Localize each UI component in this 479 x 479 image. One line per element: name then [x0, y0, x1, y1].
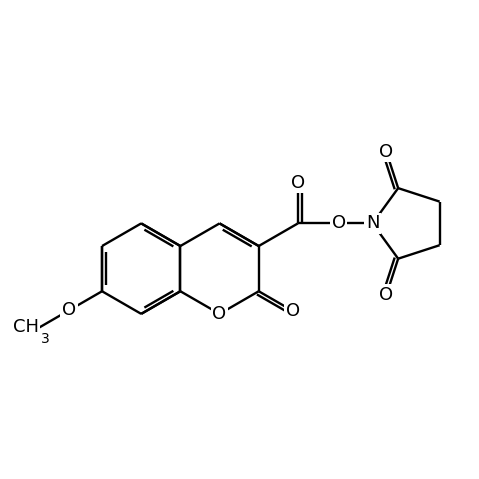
- Text: O: O: [379, 286, 393, 304]
- Text: N: N: [366, 215, 379, 232]
- Text: 3: 3: [41, 332, 49, 346]
- Text: O: O: [286, 302, 300, 320]
- Text: O: O: [331, 215, 346, 232]
- Text: O: O: [213, 305, 227, 323]
- Text: O: O: [291, 174, 305, 192]
- Text: O: O: [62, 301, 76, 319]
- Text: O: O: [379, 143, 393, 160]
- Text: CH: CH: [13, 319, 39, 336]
